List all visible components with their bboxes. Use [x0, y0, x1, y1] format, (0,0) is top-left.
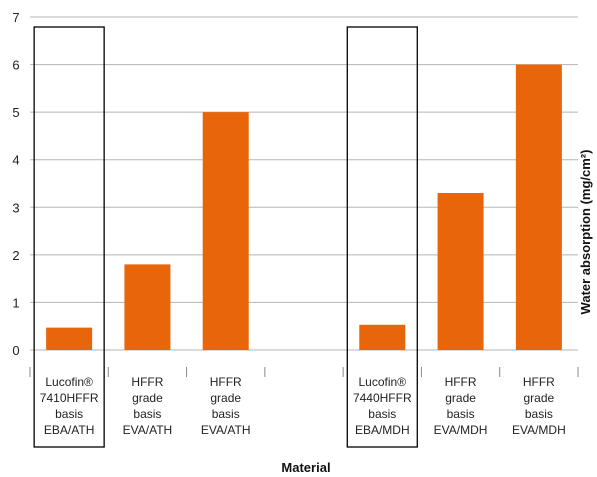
highlight-boxes: [33, 26, 418, 448]
bar: [515, 64, 562, 351]
bar: [359, 324, 406, 350]
x-category-label-line: HFFR: [445, 375, 477, 389]
bar: [437, 193, 484, 350]
y-tick-label: 7: [12, 10, 19, 25]
y-tick-label: 2: [12, 248, 19, 263]
x-axis-title: Material: [281, 460, 330, 475]
x-category-label-line: Lucofin®: [45, 375, 93, 389]
x-category-label-line: HFFR: [210, 375, 242, 389]
x-category-label-line: grade: [524, 391, 555, 405]
y-tick-label: 5: [12, 105, 19, 120]
x-category-label-line: basis: [525, 407, 553, 421]
x-category-label-line: EBA/ATH: [44, 423, 94, 437]
y-tick-label: 1: [12, 295, 19, 310]
x-category-label-line: grade: [445, 391, 476, 405]
y-tick-labels: 0 1 2 3 4 5 6 7: [12, 10, 19, 358]
x-category-label-line: EVA/MDH: [434, 423, 488, 437]
bar: [202, 112, 249, 351]
x-category-label: Lucofin® 7410HFFR basis EBA/ATH: [40, 375, 99, 437]
x-category-label: HFFR grade basis EVA/ATH: [201, 375, 251, 437]
gridlines: [30, 16, 578, 351]
x-category-label-line: grade: [132, 391, 163, 405]
x-category-label: HFFR grade basis EVA/ATH: [123, 375, 173, 437]
x-category-label-line: Lucofin®: [359, 375, 407, 389]
x-category-label-line: grade: [210, 391, 241, 405]
x-category-label: HFFR grade basis EVA/MDH: [434, 375, 488, 437]
x-category-label-line: EVA/MDH: [512, 423, 566, 437]
x-category-label-line: basis: [55, 407, 83, 421]
x-category-label: HFFR grade basis EVA/MDH: [512, 375, 566, 437]
y-tick-label: 6: [12, 58, 19, 73]
x-category-label-line: EBA/MDH: [355, 423, 410, 437]
x-category-label-line: HFFR: [131, 375, 163, 389]
x-category-label-line: basis: [368, 407, 396, 421]
bar: [124, 264, 171, 350]
x-category-label-line: basis: [133, 407, 161, 421]
y-tick-label: 4: [12, 153, 19, 168]
highlight-box: [346, 26, 418, 448]
x-category-label-line: 7410HFFR: [40, 391, 99, 405]
highlight-box: [33, 26, 105, 448]
x-category-label-line: EVA/ATH: [201, 423, 251, 437]
y-axis-title: Water absorption (mg/cm²): [578, 150, 593, 315]
x-category-label-line: basis: [447, 407, 475, 421]
y-tick-label: 0: [12, 343, 19, 358]
x-category-label-line: 7440HFFR: [353, 391, 412, 405]
x-category-label-line: EVA/ATH: [123, 423, 173, 437]
x-category-label-line: HFFR: [523, 375, 555, 389]
bar: [46, 327, 93, 350]
y-tick-label: 3: [12, 200, 19, 215]
bars: [46, 64, 562, 351]
x-category-label: Lucofin® 7440HFFR basis EBA/MDH: [353, 375, 412, 437]
x-category-ticks: [29, 367, 579, 377]
x-category-label-line: basis: [212, 407, 240, 421]
x-category-labels: Lucofin® 7410HFFR basis EBA/ATH HFFR grade bas…: [40, 375, 566, 437]
